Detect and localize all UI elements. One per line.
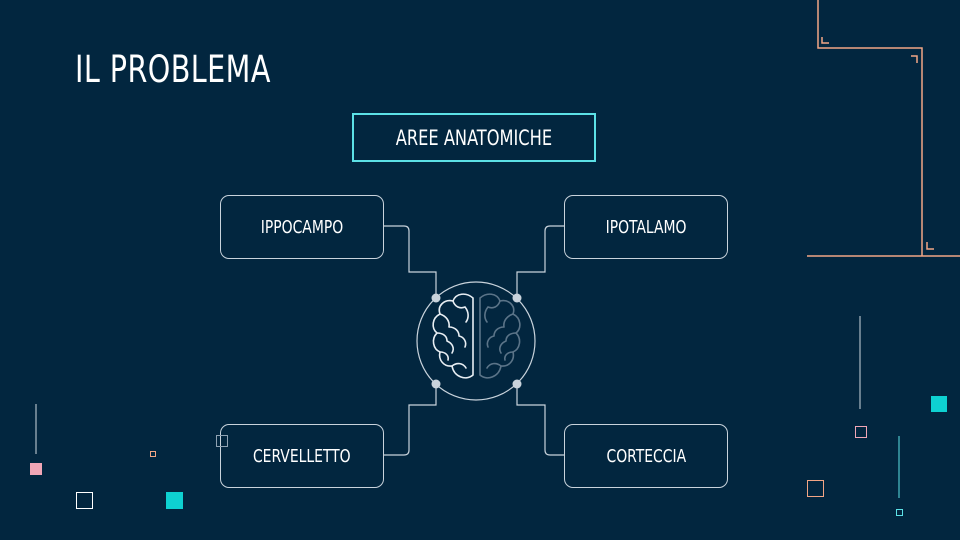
node-corteccia: CORTECCIA [564, 424, 728, 488]
connector-dot [512, 379, 522, 389]
diagram-header-label: AREE ANATOMICHE [395, 125, 553, 150]
deco-square-cyan-small [896, 509, 903, 516]
node-label: IPOTALAMO [605, 216, 687, 238]
node-label: CORTECCIA [606, 445, 686, 467]
node-cervelletto: CERVELLETTO [220, 424, 384, 488]
deco-square-orange-small [150, 451, 156, 457]
deco-square-outline-small [216, 435, 228, 447]
deco-square-cyan-right [931, 396, 947, 412]
connector-top-left [384, 225, 437, 298]
connector-top-right [516, 225, 564, 298]
node-ipotalamo: IPOTALAMO [564, 195, 728, 259]
diagram-header: AREE ANATOMICHE [352, 113, 596, 162]
deco-square-cyan [166, 492, 183, 509]
brain-ring [416, 281, 536, 401]
connector-dot [431, 379, 441, 389]
deco-square-pink [30, 463, 42, 475]
connector-bottom-right [516, 384, 564, 456]
brain-icon [432, 293, 521, 379]
node-label: IPPOCAMPO [260, 216, 344, 238]
slide-title: IL PROBLEMA [75, 48, 271, 91]
connector-bottom-left [384, 384, 437, 456]
connector-dot [431, 293, 441, 303]
node-label: CERVELLETTO [253, 445, 351, 467]
connector-dot [512, 293, 522, 303]
deco-square-orange-outline [807, 480, 824, 497]
node-ippocampo: IPPOCAMPO [220, 195, 384, 259]
deco-square-outline [76, 492, 93, 509]
deco-square-pink-outline [855, 426, 867, 438]
